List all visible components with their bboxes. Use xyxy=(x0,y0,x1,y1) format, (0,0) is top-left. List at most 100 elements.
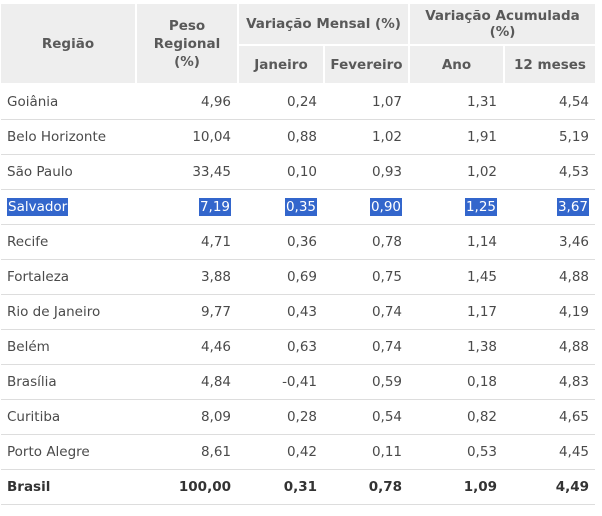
feb-value: 1,02 xyxy=(371,129,402,145)
table-row: São Paulo 33,45 0,10 0,93 1,02 4,53 xyxy=(1,155,595,190)
table-row: Fortaleza 3,88 0,69 0,75 1,45 4,88 xyxy=(1,260,595,295)
region-cell: Salvador xyxy=(1,190,135,225)
jan-value: 0,10 xyxy=(286,164,317,180)
jan-cell: 0,28 xyxy=(237,400,323,435)
twelve-cell: 4,54 xyxy=(503,85,595,120)
feb-value: 0,54 xyxy=(371,409,402,425)
jan-value: 0,42 xyxy=(286,444,317,460)
year-value: 1,02 xyxy=(466,164,497,180)
twelve-value: 4,49 xyxy=(555,479,589,495)
weight-value: 4,84 xyxy=(200,374,231,390)
feb-value: 0,75 xyxy=(371,269,402,285)
region-value: Belém xyxy=(7,339,50,355)
year-value: 0,53 xyxy=(466,444,497,460)
twelve-cell: 5,19 xyxy=(503,120,595,155)
feb-cell: 0,93 xyxy=(323,155,408,190)
twelve-cell: 3,67 xyxy=(503,190,595,225)
year-value: 1,09 xyxy=(463,479,497,495)
weight-cell: 4,46 xyxy=(135,330,237,365)
feb-value: 1,07 xyxy=(371,94,402,110)
feb-cell: 0,75 xyxy=(323,260,408,295)
jan-cell: 0,31 xyxy=(237,470,323,505)
year-header: Ano xyxy=(408,46,503,85)
jan-value: 0,31 xyxy=(283,479,317,495)
year-value: 1,38 xyxy=(466,339,497,355)
feb-value: 0,90 xyxy=(369,198,402,216)
year-cell: 1,02 xyxy=(408,155,503,190)
january-header: Janeiro xyxy=(237,46,323,85)
jan-value: 0,36 xyxy=(286,234,317,250)
region-value: São Paulo xyxy=(7,164,73,180)
region-cell: Belo Horizonte xyxy=(1,120,135,155)
region-value: Brasília xyxy=(7,374,57,390)
table-row: Rio de Janeiro 9,77 0,43 0,74 1,17 4,19 xyxy=(1,295,595,330)
feb-cell: 0,11 xyxy=(323,435,408,470)
year-cell: 1,09 xyxy=(408,470,503,505)
region-header: Região xyxy=(1,4,135,85)
weight-cell: 3,88 xyxy=(135,260,237,295)
year-cell: 1,17 xyxy=(408,295,503,330)
jan-cell: 0,43 xyxy=(237,295,323,330)
weight-cell: 100,00 xyxy=(135,470,237,505)
year-value: 0,82 xyxy=(466,409,497,425)
weight-cell: 8,61 xyxy=(135,435,237,470)
accumulated-variation-header: Variação Acumulada (%) xyxy=(408,4,595,46)
year-cell: 1,38 xyxy=(408,330,503,365)
feb-cell: 0,59 xyxy=(323,365,408,400)
table-row: Porto Alegre 8,61 0,42 0,11 0,53 4,45 xyxy=(1,435,595,470)
twelve-cell: 4,53 xyxy=(503,155,595,190)
twelve-cell: 4,65 xyxy=(503,400,595,435)
year-value: 1,31 xyxy=(466,94,497,110)
weight-value: 3,88 xyxy=(200,269,231,285)
weight-value: 8,61 xyxy=(200,444,231,460)
region-cell: Rio de Janeiro xyxy=(1,295,135,330)
feb-cell: 0,54 xyxy=(323,400,408,435)
twelve-value: 3,46 xyxy=(558,234,589,250)
region-value: Goiânia xyxy=(7,94,59,110)
feb-cell: 0,74 xyxy=(323,295,408,330)
weight-value: 10,04 xyxy=(192,129,231,145)
weight-header: Peso Regional (%) xyxy=(135,4,237,85)
twelve-value: 4,88 xyxy=(558,339,589,355)
region-value: Belo Horizonte xyxy=(7,129,107,145)
table-row: Salvador 7,19 0,35 0,90 1,25 3,67 xyxy=(1,190,595,225)
weight-cell: 8,09 xyxy=(135,400,237,435)
weight-value: 100,00 xyxy=(178,479,231,495)
table-row: Belém 4,46 0,63 0,74 1,38 4,88 xyxy=(1,330,595,365)
feb-cell: 0,78 xyxy=(323,470,408,505)
weight-value: 7,19 xyxy=(198,198,231,216)
jan-value: 0,28 xyxy=(286,409,317,425)
feb-cell: 1,02 xyxy=(323,120,408,155)
region-cell: Fortaleza xyxy=(1,260,135,295)
weight-cell: 10,04 xyxy=(135,120,237,155)
feb-value: 0,93 xyxy=(371,164,402,180)
jan-value: 0,43 xyxy=(286,304,317,320)
twelve-value: 4,83 xyxy=(558,374,589,390)
jan-cell: 0,42 xyxy=(237,435,323,470)
twelve-value: 4,19 xyxy=(558,304,589,320)
jan-cell: -0,41 xyxy=(237,365,323,400)
weight-cell: 9,77 xyxy=(135,295,237,330)
jan-cell: 0,88 xyxy=(237,120,323,155)
twelve-value: 4,45 xyxy=(558,444,589,460)
feb-cell: 0,90 xyxy=(323,190,408,225)
jan-cell: 0,36 xyxy=(237,225,323,260)
year-cell: 0,18 xyxy=(408,365,503,400)
region-value: Fortaleza xyxy=(7,269,70,285)
weight-value: 9,77 xyxy=(200,304,231,320)
feb-value: 0,74 xyxy=(371,339,402,355)
jan-cell: 0,63 xyxy=(237,330,323,365)
twelve-value: 4,65 xyxy=(558,409,589,425)
region-cell: Curitiba xyxy=(1,400,135,435)
year-cell: 1,45 xyxy=(408,260,503,295)
jan-cell: 0,35 xyxy=(237,190,323,225)
region-cell: Goiânia xyxy=(1,85,135,120)
weight-cell: 4,96 xyxy=(135,85,237,120)
jan-value: 0,88 xyxy=(286,129,317,145)
year-value: 1,91 xyxy=(466,129,497,145)
year-value: 1,17 xyxy=(466,304,497,320)
region-value: Porto Alegre xyxy=(7,444,90,460)
region-cell: Belém xyxy=(1,330,135,365)
region-value: Curitiba xyxy=(7,409,61,425)
year-cell: 1,31 xyxy=(408,85,503,120)
